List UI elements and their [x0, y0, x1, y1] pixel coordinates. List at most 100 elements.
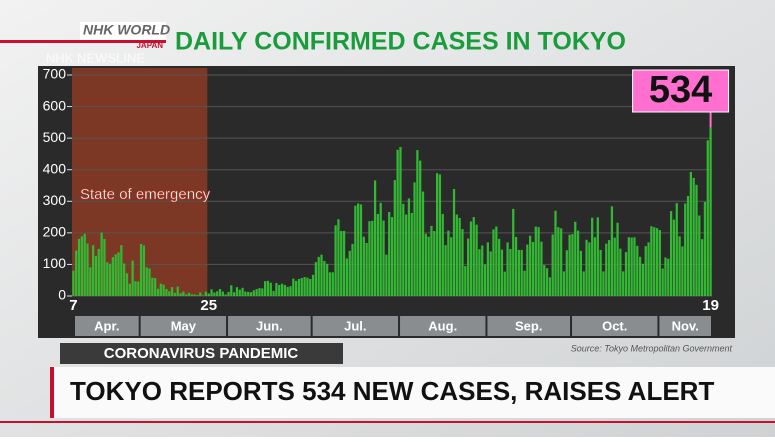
bar [224, 294, 227, 296]
bar [517, 249, 520, 296]
bar [244, 291, 247, 296]
bar [328, 272, 332, 296]
month-label: Jun. [256, 318, 283, 333]
bar [390, 217, 394, 296]
bar [551, 234, 554, 296]
logo-sub: JAPAN [136, 41, 163, 50]
bar [638, 256, 642, 296]
bar [292, 278, 295, 296]
bar [295, 280, 298, 296]
bar [500, 249, 504, 296]
bar [407, 198, 411, 296]
bar [289, 286, 292, 296]
month-label: Sep. [515, 318, 542, 333]
month-label: Jul. [344, 318, 366, 333]
bar [596, 217, 599, 296]
month-label: Oct. [602, 318, 627, 333]
bar [582, 271, 585, 296]
bar [667, 258, 670, 296]
bar [441, 213, 444, 296]
logo-box [80, 22, 166, 40]
bar [165, 289, 168, 296]
bar [103, 238, 106, 296]
bar [89, 267, 92, 296]
bar [514, 236, 518, 296]
bar [630, 237, 633, 296]
bar [86, 243, 89, 296]
bar [686, 195, 690, 296]
bar [106, 262, 109, 296]
bar [658, 230, 661, 296]
bar [365, 242, 368, 296]
bar [427, 236, 430, 296]
bar [120, 245, 123, 296]
bar [495, 226, 498, 296]
bar [114, 254, 117, 296]
month-label: Aug. [428, 318, 457, 333]
logo: NHK WORLD [83, 22, 170, 38]
bar [413, 182, 416, 296]
bar [706, 140, 709, 296]
bar [252, 290, 255, 296]
bottom-stripe [0, 421, 775, 423]
bar [585, 239, 588, 296]
bar [650, 226, 653, 296]
month-box [75, 316, 139, 336]
bar [678, 236, 681, 296]
bar [421, 191, 425, 296]
bar [681, 246, 684, 296]
month-box [228, 316, 311, 336]
bar [283, 284, 286, 296]
bar [424, 233, 427, 296]
bar [622, 271, 625, 296]
bar [92, 245, 95, 296]
bar [664, 257, 667, 296]
bar [419, 160, 422, 296]
bar [320, 254, 323, 296]
bar [278, 284, 281, 296]
bar [481, 245, 484, 296]
bar [368, 221, 371, 296]
bar [317, 256, 320, 296]
bar [269, 282, 272, 296]
month-box [487, 316, 571, 336]
bar [588, 242, 591, 296]
chart-title: DAILY CONFIRMED CASES IN TOKYO [175, 28, 626, 56]
bar [151, 277, 154, 296]
bar [162, 284, 165, 296]
bar [402, 203, 405, 296]
bar [173, 292, 177, 296]
bar [354, 205, 357, 296]
bar [435, 173, 439, 296]
bar [509, 248, 512, 296]
bar [684, 203, 687, 296]
bar [227, 291, 230, 296]
bar [337, 219, 340, 296]
bar [416, 150, 419, 296]
bar [624, 252, 628, 296]
bar [170, 287, 174, 296]
headline-box [50, 367, 775, 418]
bar [498, 238, 501, 296]
bar [492, 229, 495, 296]
bar [331, 272, 334, 296]
bar [108, 263, 112, 296]
bar [297, 278, 301, 296]
bar [486, 242, 489, 296]
bar [275, 283, 278, 296]
bar [94, 255, 98, 296]
bar [131, 260, 134, 296]
bar [201, 295, 205, 296]
annotation: State of emergency [80, 186, 211, 203]
month-label: Apr. [94, 318, 119, 333]
bar [210, 289, 213, 296]
emergency-shade [72, 68, 208, 296]
bar [97, 248, 100, 296]
bar [701, 239, 704, 296]
y-tick-label: 200 [43, 224, 67, 240]
bar [571, 234, 574, 296]
brand-stripe [0, 40, 166, 43]
bar [469, 221, 473, 296]
bar [512, 208, 515, 296]
